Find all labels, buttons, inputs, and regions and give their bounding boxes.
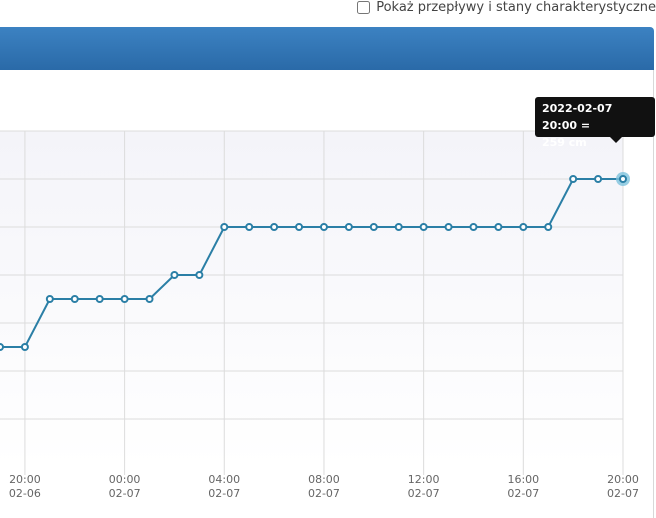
- data-point[interactable]: [594, 175, 603, 183]
- data-point[interactable]: [170, 271, 179, 279]
- data-point[interactable]: [369, 223, 378, 231]
- chart-panel: 20:00 02-06 00:00 02-07 04:00 02-07 08:00 02-07…: [0, 70, 654, 518]
- data-point[interactable]: [319, 223, 328, 231]
- x-tick-label-time: 08:00: [308, 473, 340, 486]
- data-point[interactable]: [344, 223, 353, 231]
- data-point[interactable]: [295, 223, 304, 231]
- x-tick-label-time: 04:00: [208, 473, 240, 486]
- data-point[interactable]: [270, 223, 279, 231]
- x-tick-label-time: 00:00: [109, 473, 141, 486]
- x-tick-label-date: 02-07: [507, 487, 539, 500]
- data-point-highlighted[interactable]: [619, 175, 627, 183]
- show-flows-checkbox[interactable]: [357, 0, 371, 14]
- x-tick-label-time: 20:00: [607, 473, 639, 486]
- data-point[interactable]: [569, 175, 578, 183]
- data-point[interactable]: [394, 223, 403, 231]
- data-point[interactable]: [544, 223, 553, 231]
- x-tick-label-date: 02-06: [9, 487, 41, 500]
- x-tick-label-date: 02-07: [109, 487, 141, 500]
- data-point[interactable]: [245, 223, 254, 231]
- show-flows-label: Pokaż przepływy i stany charakterystyczn…: [376, 0, 656, 14]
- data-point[interactable]: [444, 223, 453, 231]
- x-tick-label-date: 02-07: [208, 487, 240, 500]
- data-point[interactable]: [519, 223, 528, 231]
- x-tick-label-time: 12:00: [408, 473, 440, 486]
- x-tick-label-date: 02-07: [607, 487, 639, 500]
- series-line: [0, 178, 623, 348]
- x-tick-label-date: 02-07: [308, 487, 340, 500]
- data-point[interactable]: [145, 295, 154, 303]
- x-axis-ticks: 20:0002-0600:0002-0704:0002-0708:0002-07…: [9, 473, 639, 500]
- data-point[interactable]: [95, 295, 104, 303]
- data-point[interactable]: [220, 223, 229, 231]
- x-tick-label-time: 16:00: [507, 473, 539, 486]
- show-flows-toggle[interactable]: Pokaż przepływy i stany charakterystyczn…: [356, 0, 656, 14]
- data-point[interactable]: [20, 343, 29, 351]
- series-points[interactable]: [0, 172, 630, 351]
- data-point[interactable]: [120, 295, 129, 303]
- data-point[interactable]: [70, 295, 79, 303]
- data-point[interactable]: [469, 223, 478, 231]
- x-tick-label-time: 20:00: [9, 473, 41, 486]
- tooltip-line-1: 2022-02-07 20:00 =: [542, 102, 613, 132]
- tooltip-line-2: 259 cm: [542, 136, 587, 149]
- data-point[interactable]: [195, 271, 204, 279]
- x-tick-label-date: 02-07: [408, 487, 440, 500]
- data-point[interactable]: [494, 223, 503, 231]
- data-point[interactable]: [0, 343, 4, 351]
- data-tooltip: 2022-02-07 20:00 = 259 cm: [535, 97, 655, 149]
- water-level-chart: 20:0002-0600:0002-0704:0002-0708:0002-07…: [0, 130, 639, 500]
- chart-panel-header: [0, 27, 654, 70]
- data-point[interactable]: [45, 295, 54, 303]
- data-point[interactable]: [419, 223, 428, 231]
